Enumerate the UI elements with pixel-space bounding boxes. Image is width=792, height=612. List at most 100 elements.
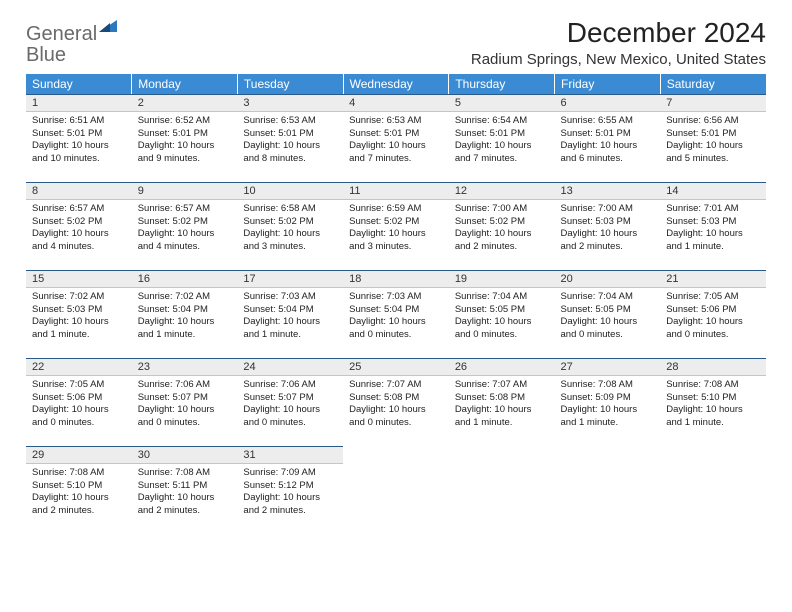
sunrise-text: Sunrise: 7:05 AM [666, 291, 760, 304]
day-number: 5 [449, 94, 555, 112]
weekday-header: Sunday [26, 74, 132, 94]
day-number: 23 [132, 358, 238, 376]
day-body: Sunrise: 6:55 AMSunset: 5:01 PMDaylight:… [555, 112, 661, 170]
daylight-text: Daylight: 10 hours and 1 minute. [666, 404, 760, 430]
calendar-day-cell: 2Sunrise: 6:52 AMSunset: 5:01 PMDaylight… [132, 94, 238, 182]
daylight-text: Daylight: 10 hours and 10 minutes. [32, 140, 126, 166]
sunset-text: Sunset: 5:01 PM [243, 128, 337, 141]
weekday-header: Wednesday [343, 74, 449, 94]
sunrise-text: Sunrise: 6:53 AM [243, 115, 337, 128]
weekday-header: Thursday [449, 74, 555, 94]
day-number: 24 [237, 358, 343, 376]
sunrise-text: Sunrise: 7:04 AM [561, 291, 655, 304]
sunset-text: Sunset: 5:01 PM [666, 128, 760, 141]
sunset-text: Sunset: 5:01 PM [561, 128, 655, 141]
day-body: Sunrise: 6:54 AMSunset: 5:01 PMDaylight:… [449, 112, 555, 170]
daylight-text: Daylight: 10 hours and 7 minutes. [455, 140, 549, 166]
sunrise-text: Sunrise: 6:57 AM [138, 203, 232, 216]
calendar-day-cell: 5Sunrise: 6:54 AMSunset: 5:01 PMDaylight… [449, 94, 555, 182]
sunrise-text: Sunrise: 7:08 AM [666, 379, 760, 392]
daylight-text: Daylight: 10 hours and 4 minutes. [138, 228, 232, 254]
calendar-day-cell: 3Sunrise: 6:53 AMSunset: 5:01 PMDaylight… [237, 94, 343, 182]
sunset-text: Sunset: 5:04 PM [349, 304, 443, 317]
day-number: 31 [237, 446, 343, 464]
calendar-day-cell: 8Sunrise: 6:57 AMSunset: 5:02 PMDaylight… [26, 182, 132, 270]
logo-triangle-icon [99, 18, 117, 32]
day-body: Sunrise: 7:06 AMSunset: 5:07 PMDaylight:… [237, 376, 343, 434]
header: General Blue December 2024 Radium Spring… [26, 18, 766, 68]
sunset-text: Sunset: 5:03 PM [666, 216, 760, 229]
day-number: 3 [237, 94, 343, 112]
sunset-text: Sunset: 5:10 PM [32, 480, 126, 493]
day-number: 9 [132, 182, 238, 200]
day-body: Sunrise: 7:01 AMSunset: 5:03 PMDaylight:… [660, 200, 766, 258]
daylight-text: Daylight: 10 hours and 1 minute. [455, 404, 549, 430]
sunset-text: Sunset: 5:07 PM [138, 392, 232, 405]
sunset-text: Sunset: 5:04 PM [243, 304, 337, 317]
calendar-day-cell: 30Sunrise: 7:08 AMSunset: 5:11 PMDayligh… [132, 446, 238, 534]
day-number: 21 [660, 270, 766, 288]
sunset-text: Sunset: 5:08 PM [349, 392, 443, 405]
daylight-text: Daylight: 10 hours and 5 minutes. [666, 140, 760, 166]
calendar-week-row: 1Sunrise: 6:51 AMSunset: 5:01 PMDaylight… [26, 94, 766, 182]
sunrise-text: Sunrise: 6:59 AM [349, 203, 443, 216]
day-body: Sunrise: 7:00 AMSunset: 5:03 PMDaylight:… [555, 200, 661, 258]
calendar-week-row: 15Sunrise: 7:02 AMSunset: 5:03 PMDayligh… [26, 270, 766, 358]
day-body: Sunrise: 7:06 AMSunset: 5:07 PMDaylight:… [132, 376, 238, 434]
sunset-text: Sunset: 5:10 PM [666, 392, 760, 405]
sunrise-text: Sunrise: 7:00 AM [455, 203, 549, 216]
calendar-day-cell: .. [449, 446, 555, 534]
day-body: Sunrise: 7:07 AMSunset: 5:08 PMDaylight:… [449, 376, 555, 434]
day-number: 26 [449, 358, 555, 376]
sunset-text: Sunset: 5:12 PM [243, 480, 337, 493]
daylight-text: Daylight: 10 hours and 2 minutes. [455, 228, 549, 254]
sunrise-text: Sunrise: 6:54 AM [455, 115, 549, 128]
day-number: 25 [343, 358, 449, 376]
day-number: 8 [26, 182, 132, 200]
day-number: 2 [132, 94, 238, 112]
day-body: Sunrise: 6:53 AMSunset: 5:01 PMDaylight:… [343, 112, 449, 170]
day-number: 28 [660, 358, 766, 376]
calendar-day-cell: 18Sunrise: 7:03 AMSunset: 5:04 PMDayligh… [343, 270, 449, 358]
calendar-day-cell: 24Sunrise: 7:06 AMSunset: 5:07 PMDayligh… [237, 358, 343, 446]
sunrise-text: Sunrise: 7:06 AM [138, 379, 232, 392]
sunset-text: Sunset: 5:03 PM [561, 216, 655, 229]
daylight-text: Daylight: 10 hours and 4 minutes. [32, 228, 126, 254]
daylight-text: Daylight: 10 hours and 7 minutes. [349, 140, 443, 166]
logo-text-blue: Blue [26, 44, 66, 66]
weekday-header: Saturday [660, 74, 766, 94]
day-body: Sunrise: 7:04 AMSunset: 5:05 PMDaylight:… [449, 288, 555, 346]
sunrise-text: Sunrise: 7:08 AM [561, 379, 655, 392]
sunrise-text: Sunrise: 6:52 AM [138, 115, 232, 128]
weekday-header: Friday [555, 74, 661, 94]
sunset-text: Sunset: 5:06 PM [666, 304, 760, 317]
sunset-text: Sunset: 5:05 PM [455, 304, 549, 317]
sunrise-text: Sunrise: 6:55 AM [561, 115, 655, 128]
day-body: Sunrise: 6:52 AMSunset: 5:01 PMDaylight:… [132, 112, 238, 170]
title-block: December 2024 Radium Springs, New Mexico… [471, 18, 766, 68]
calendar-day-cell: 20Sunrise: 7:04 AMSunset: 5:05 PMDayligh… [555, 270, 661, 358]
daylight-text: Daylight: 10 hours and 0 minutes. [243, 404, 337, 430]
day-number: 1 [26, 94, 132, 112]
calendar-day-cell: 26Sunrise: 7:07 AMSunset: 5:08 PMDayligh… [449, 358, 555, 446]
sunrise-text: Sunrise: 7:00 AM [561, 203, 655, 216]
sunrise-text: Sunrise: 6:53 AM [349, 115, 443, 128]
day-number: 30 [132, 446, 238, 464]
calendar-day-cell: 9Sunrise: 6:57 AMSunset: 5:02 PMDaylight… [132, 182, 238, 270]
calendar-day-cell: 21Sunrise: 7:05 AMSunset: 5:06 PMDayligh… [660, 270, 766, 358]
sunrise-text: Sunrise: 7:06 AM [243, 379, 337, 392]
daylight-text: Daylight: 10 hours and 2 minutes. [243, 492, 337, 518]
day-number: 18 [343, 270, 449, 288]
day-number: 20 [555, 270, 661, 288]
day-body: Sunrise: 7:02 AMSunset: 5:04 PMDaylight:… [132, 288, 238, 346]
sunrise-text: Sunrise: 6:58 AM [243, 203, 337, 216]
calendar-week-row: 22Sunrise: 7:05 AMSunset: 5:06 PMDayligh… [26, 358, 766, 446]
calendar-day-cell: 7Sunrise: 6:56 AMSunset: 5:01 PMDaylight… [660, 94, 766, 182]
sunset-text: Sunset: 5:01 PM [349, 128, 443, 141]
calendar-day-cell: 4Sunrise: 6:53 AMSunset: 5:01 PMDaylight… [343, 94, 449, 182]
calendar-week-row: 29Sunrise: 7:08 AMSunset: 5:10 PMDayligh… [26, 446, 766, 534]
sunset-text: Sunset: 5:05 PM [561, 304, 655, 317]
month-title: December 2024 [471, 18, 766, 49]
calendar-day-cell: 11Sunrise: 6:59 AMSunset: 5:02 PMDayligh… [343, 182, 449, 270]
day-body: Sunrise: 7:00 AMSunset: 5:02 PMDaylight:… [449, 200, 555, 258]
